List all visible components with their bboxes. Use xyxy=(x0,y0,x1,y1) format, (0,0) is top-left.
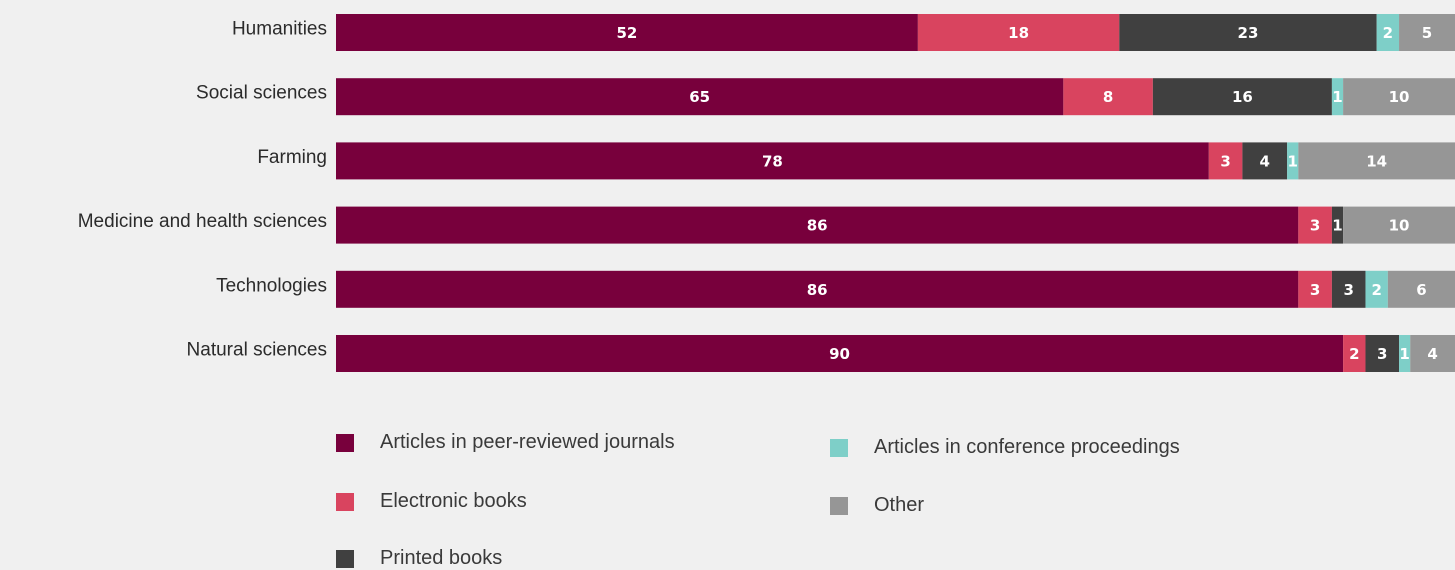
value-label-technologies-other: 6 xyxy=(1416,281,1426,299)
value-label-natural-sciences-electronic-books: 2 xyxy=(1349,345,1359,363)
value-label-medicine-and-health-sciences-other: 10 xyxy=(1389,217,1410,235)
value-label-social-sciences-articles-in-peer-reviewed-journals: 65 xyxy=(689,88,710,106)
value-label-humanities-articles-in-peer-reviewed-journals: 52 xyxy=(617,24,638,42)
bar-segment-social-sciences-articles-in-conference-proceedings xyxy=(1331,78,1344,116)
bar-segment-medicine-and-health-sciences-articles-in-peer-reviewed-journals xyxy=(336,206,1299,244)
bar-segment-humanities-articles-in-conference-proceedings xyxy=(1376,14,1400,51)
bar-segment-natural-sciences-printed-books xyxy=(1365,335,1400,372)
value-label-medicine-and-health-sciences-printed-books: 1 xyxy=(1332,217,1342,235)
bar-segment-humanities-articles-in-peer-reviewed-journals xyxy=(336,14,918,51)
value-label-technologies-electronic-books: 3 xyxy=(1310,281,1320,299)
bar-segment-technologies-electronic-books xyxy=(1298,270,1332,308)
value-label-farming-articles-in-peer-reviewed-journals: 78 xyxy=(762,152,783,170)
bar-segment-natural-sciences-other xyxy=(1410,335,1455,372)
category-label-social-sciences: Social sciences xyxy=(196,83,327,104)
bar-segment-humanities-other xyxy=(1399,14,1455,51)
bar-segment-social-sciences-electronic-books xyxy=(1063,78,1153,116)
bar-segment-humanities-printed-books xyxy=(1119,14,1377,51)
bar-segment-natural-sciences-articles-in-peer-reviewed-journals xyxy=(336,335,1344,372)
bar-segment-social-sciences-articles-in-peer-reviewed-journals xyxy=(336,78,1064,116)
value-label-humanities-articles-in-conference-proceedings: 2 xyxy=(1383,24,1393,42)
category-label-natural-sciences: Natural sciences xyxy=(187,340,327,361)
value-label-farming-other: 14 xyxy=(1366,152,1387,170)
value-label-technologies-articles-in-conference-proceedings: 2 xyxy=(1371,281,1381,299)
value-label-social-sciences-printed-books: 16 xyxy=(1232,88,1253,106)
bar-segment-technologies-articles-in-peer-reviewed-journals xyxy=(336,270,1299,308)
value-label-natural-sciences-other: 4 xyxy=(1427,345,1437,363)
value-label-natural-sciences-printed-books: 3 xyxy=(1377,345,1387,363)
bar-segment-humanities-electronic-books xyxy=(917,14,1120,51)
value-label-farming-electronic-books: 3 xyxy=(1220,152,1230,170)
category-label-technologies: Technologies xyxy=(216,275,327,296)
value-label-humanities-electronic-books: 18 xyxy=(1008,24,1029,42)
value-label-medicine-and-health-sciences-articles-in-peer-reviewed-journals: 86 xyxy=(807,217,828,235)
bar-segment-farming-articles-in-conference-proceedings xyxy=(1287,142,1299,180)
value-label-technologies-articles-in-peer-reviewed-journals: 86 xyxy=(807,281,828,299)
value-label-social-sciences-other: 10 xyxy=(1389,88,1410,106)
bar-segment-natural-sciences-electronic-books xyxy=(1343,335,1366,372)
value-label-technologies-printed-books: 3 xyxy=(1343,281,1353,299)
value-label-humanities-other: 5 xyxy=(1422,24,1432,42)
bar-segment-social-sciences-printed-books xyxy=(1152,78,1332,116)
bar-segment-medicine-and-health-sciences-printed-books xyxy=(1331,206,1344,244)
value-label-humanities-printed-books: 23 xyxy=(1238,24,1259,42)
bar-segment-technologies-printed-books xyxy=(1331,270,1366,308)
bar-segment-natural-sciences-articles-in-conference-proceedings xyxy=(1399,335,1411,372)
bar-segment-farming-other xyxy=(1298,142,1455,180)
value-label-social-sciences-electronic-books: 8 xyxy=(1103,88,1113,106)
bar-segment-medicine-and-health-sciences-electronic-books xyxy=(1298,206,1332,244)
value-label-natural-sciences-articles-in-conference-proceedings: 1 xyxy=(1399,345,1409,363)
bar-segment-social-sciences-other xyxy=(1343,78,1455,116)
value-label-farming-printed-books: 4 xyxy=(1260,152,1270,170)
bar-segments xyxy=(336,14,1455,372)
bar-segment-farming-electronic-books xyxy=(1208,142,1243,180)
bar-segment-technologies-articles-in-conference-proceedings xyxy=(1365,270,1388,308)
bar-segment-medicine-and-health-sciences-other xyxy=(1343,206,1455,244)
value-label-farming-articles-in-conference-proceedings: 1 xyxy=(1288,152,1298,170)
category-labels: Humanities Social sciences Farming Medicine… xyxy=(78,19,327,361)
bar-segment-farming-articles-in-peer-reviewed-journals xyxy=(336,142,1209,180)
value-label-medicine-and-health-sciences-electronic-books: 3 xyxy=(1310,217,1320,235)
bar-segment-farming-printed-books xyxy=(1242,142,1288,180)
value-label-natural-sciences-articles-in-peer-reviewed-journals: 90 xyxy=(829,345,850,363)
category-label-humanities: Humanities xyxy=(232,19,327,40)
category-label-medicine-and-health-sciences: Medicine and health sciences xyxy=(78,211,327,232)
bar-segment-technologies-other xyxy=(1387,270,1455,308)
category-label-farming: Farming xyxy=(257,147,327,168)
value-label-social-sciences-articles-in-conference-proceedings: 1 xyxy=(1332,88,1342,106)
